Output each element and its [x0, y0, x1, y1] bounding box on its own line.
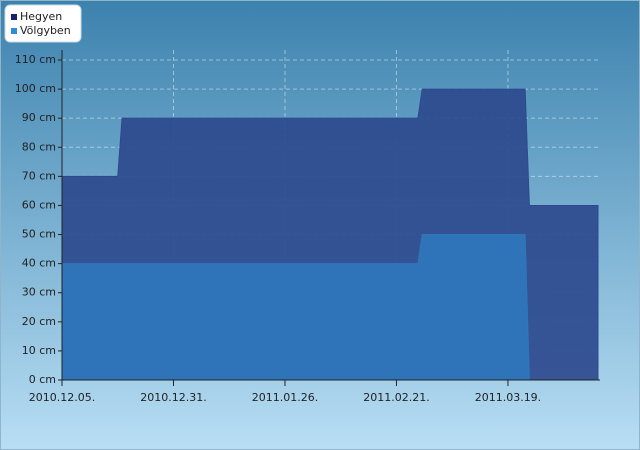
y-tick-label: 10 cm [22, 344, 56, 357]
y-tick-label: 100 cm [15, 82, 56, 95]
y-tick-label: 70 cm [22, 169, 56, 182]
legend-label: Völgyben [20, 24, 71, 37]
x-tick-label: 2011.02.21. [363, 391, 429, 404]
y-tick-label: 110 cm [15, 53, 56, 66]
legend-box [4, 4, 82, 43]
y-tick-label: 80 cm [22, 140, 56, 153]
x-tick-label: 2011.03.19. [475, 391, 541, 404]
x-tick-label: 2010.12.31. [140, 391, 206, 404]
legend-marker [11, 14, 17, 20]
x-tick-label: 2011.01.26. [252, 391, 318, 404]
y-tick-label: 50 cm [22, 228, 56, 241]
legend-label: Hegyen [20, 10, 62, 23]
y-tick-label: 60 cm [22, 198, 56, 211]
y-tick-label: 30 cm [22, 286, 56, 299]
y-tick-label: 40 cm [22, 257, 56, 270]
x-tick-label: 2010.12.05. [29, 391, 95, 404]
y-tick-label: 0 cm [29, 373, 56, 386]
y-tick-label: 90 cm [22, 111, 56, 124]
legend-marker [11, 28, 17, 34]
y-tick-label: 20 cm [22, 315, 56, 328]
